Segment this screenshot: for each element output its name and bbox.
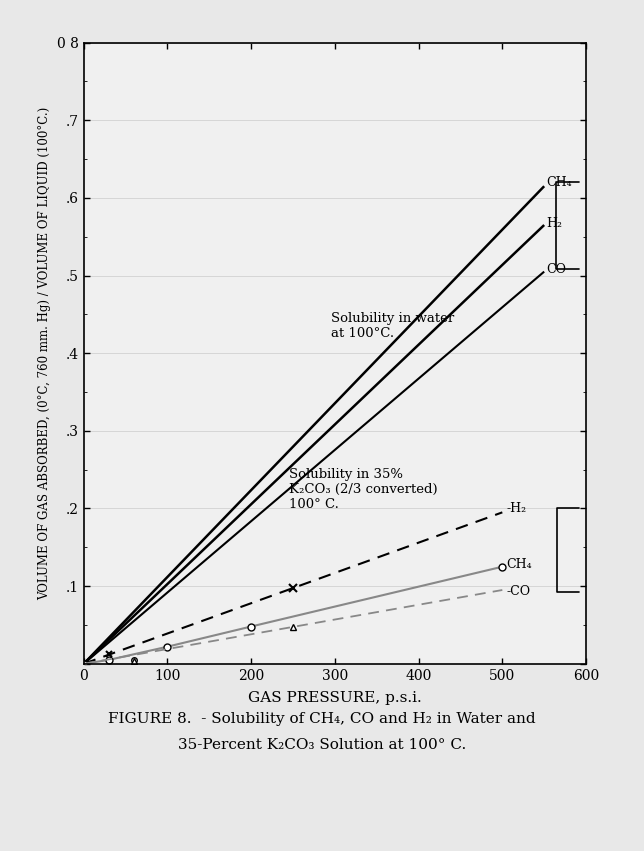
- X-axis label: GAS PRESSURE, p.s.i.: GAS PRESSURE, p.s.i.: [248, 691, 422, 705]
- Text: CO: CO: [547, 263, 567, 276]
- Text: -H₂: -H₂: [506, 502, 527, 515]
- Text: H₂: H₂: [547, 217, 563, 230]
- Text: CH₄: CH₄: [547, 176, 573, 189]
- Text: CH₄: CH₄: [506, 558, 532, 571]
- Text: Solubility in 35%
K₂CO₃ (2/3 converted)
100° C.: Solubility in 35% K₂CO₃ (2/3 converted) …: [289, 467, 437, 511]
- Text: 35-Percent K₂CO₃ Solution at 100° C.: 35-Percent K₂CO₃ Solution at 100° C.: [178, 738, 466, 751]
- Text: Solubility in water
at 100°C.: Solubility in water at 100°C.: [331, 312, 454, 340]
- Text: -CO: -CO: [506, 585, 531, 598]
- Text: FIGURE 8.  - Solubility of CH₄, CO and H₂ in Water and: FIGURE 8. - Solubility of CH₄, CO and H₂…: [108, 712, 536, 726]
- Y-axis label: VOLUME OF GAS ABSORBED, (0°C, 760 mm. Hg) / VOLUME OF LIQUID (100°C.): VOLUME OF GAS ABSORBED, (0°C, 760 mm. Hg…: [39, 106, 52, 600]
